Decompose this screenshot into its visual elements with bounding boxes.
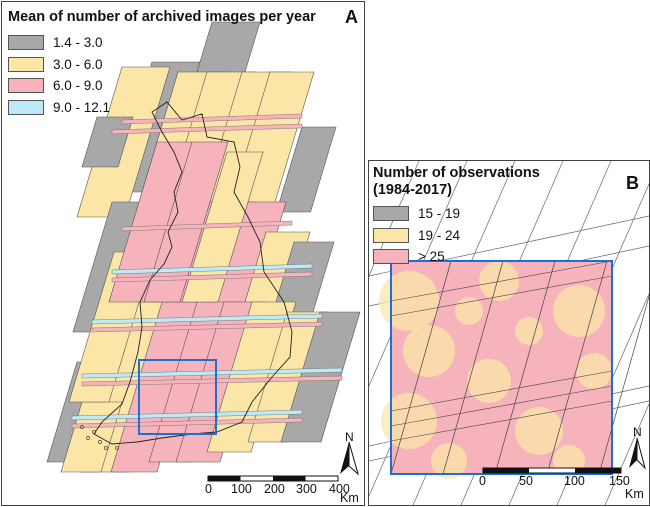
north-arrow-icon: [629, 437, 646, 470]
overlap-band: [111, 271, 313, 283]
legend-swatch: [8, 99, 44, 115]
legend-item-pink: 6.0 - 9.0: [8, 75, 316, 97]
panel-a-letter: A: [345, 7, 358, 27]
panel-b-legend: Number of observations (1984-2017) 15 - …: [373, 165, 540, 268]
legend-item-blue: 9.0 - 12.1: [8, 97, 316, 119]
legend-swatch: [373, 249, 409, 265]
scale-tick-100: 100: [231, 482, 252, 496]
panel-b-map-canvas: [369, 161, 649, 505]
legend-label: 19 - 24: [418, 227, 461, 243]
scale-tick-100: 100: [564, 474, 585, 488]
scene-edge-line: [494, 260, 556, 475]
scene-edge-line: [604, 403, 649, 505]
legend-label: 6.0 - 9.0: [53, 78, 103, 94]
island: [86, 436, 90, 440]
overlap-band: [121, 220, 293, 232]
scene-footprint: [81, 116, 134, 168]
scale-tick-50: 50: [519, 474, 533, 488]
scene-edge-line: [390, 370, 613, 412]
north-label: N: [633, 425, 642, 439]
yellow-patch: [455, 297, 483, 325]
scene-footprint: [276, 126, 337, 213]
north-arrow-icon: [340, 441, 359, 476]
panel-b-legend-title-line1: Number of observations: [373, 165, 540, 181]
scene-edge-line: [390, 275, 613, 317]
scene-edge-line: [598, 295, 649, 475]
scale-tick-300: 300: [296, 482, 317, 496]
island: [92, 430, 96, 434]
scale-tick-0: 0: [205, 482, 212, 496]
panel-a-map: Mean of number of archived images per ye…: [1, 1, 365, 506]
yellow-patch: [431, 443, 467, 479]
legend-label: > 25: [418, 249, 445, 265]
island: [80, 425, 84, 429]
yellow-patch: [479, 261, 519, 301]
legend-item-yellow: 19 - 24: [373, 225, 540, 247]
scene-edge-line: [390, 260, 452, 475]
panel-b-legend-title-line2: (1984-2017): [373, 182, 452, 198]
scene-edge-line: [442, 260, 504, 475]
panel-a-map-canvas: [46, 21, 361, 473]
scene-edge-line: [390, 385, 613, 427]
overlap-band: [91, 321, 323, 333]
panel-a-legend-title: Mean of number of archived images per ye…: [8, 9, 316, 25]
overlap-band: [121, 113, 303, 125]
overlap-band: [111, 263, 313, 275]
scale-bar: [482, 467, 622, 474]
legend-swatch: [373, 227, 409, 243]
yellow-patch: [379, 271, 439, 331]
overlap-band: [81, 375, 343, 387]
panel-a-legend: Mean of number of archived images per ye…: [8, 9, 316, 118]
study-area-frame: [138, 359, 217, 435]
legend-label: 9.0 - 12.1: [53, 99, 111, 115]
scale-tick-0: 0: [479, 474, 486, 488]
yellow-patch: [515, 407, 563, 455]
country-outline: [93, 101, 293, 445]
legend-item-pink: > 25: [373, 246, 540, 268]
legend-swatch: [8, 35, 44, 51]
scale-tick-400: 400: [329, 482, 350, 496]
yellow-patch: [403, 325, 455, 377]
yellow-patch: [553, 285, 605, 337]
legend-label: 1.4 - 3.0: [53, 35, 103, 51]
yellow-patch: [515, 317, 543, 345]
scene-edge-line: [390, 260, 613, 302]
yellow-patch: [381, 393, 437, 449]
overlap-band: [111, 123, 303, 135]
overlap-band: [81, 367, 343, 379]
legend-label: 3.0 - 6.0: [53, 56, 103, 72]
yellow-patch: [467, 359, 511, 403]
scale-tick-150: 150: [609, 474, 630, 488]
yellow-patch: [576, 353, 612, 389]
island: [104, 446, 108, 450]
north-label: N: [345, 430, 354, 444]
scale-unit: Km: [340, 491, 359, 505]
panel-b-map: Number of observations (1984-2017) 15 - …: [368, 160, 650, 506]
scene-edge-line: [390, 400, 613, 442]
overlap-band: [91, 313, 323, 325]
study-area-frame: [390, 260, 613, 475]
panel-b-letter: B: [626, 173, 639, 193]
legend-label: 15 - 19: [418, 206, 461, 222]
scale-tick-200: 200: [264, 482, 285, 496]
legend-swatch: [8, 78, 44, 94]
scene-edge-line: [546, 260, 608, 475]
island: [115, 446, 119, 450]
legend-item-yellow: 3.0 - 6.0: [8, 54, 316, 76]
legend-swatch: [8, 56, 44, 72]
overlap-band: [71, 409, 303, 421]
legend-swatch: [373, 206, 409, 222]
scale-bar: [207, 475, 339, 482]
scale-unit: Km: [625, 487, 644, 501]
overlap-band: [71, 417, 303, 429]
legend-item-gray: 1.4 - 3.0: [8, 32, 316, 54]
island: [98, 440, 102, 444]
legend-item-gray: 15 - 19: [373, 203, 540, 225]
